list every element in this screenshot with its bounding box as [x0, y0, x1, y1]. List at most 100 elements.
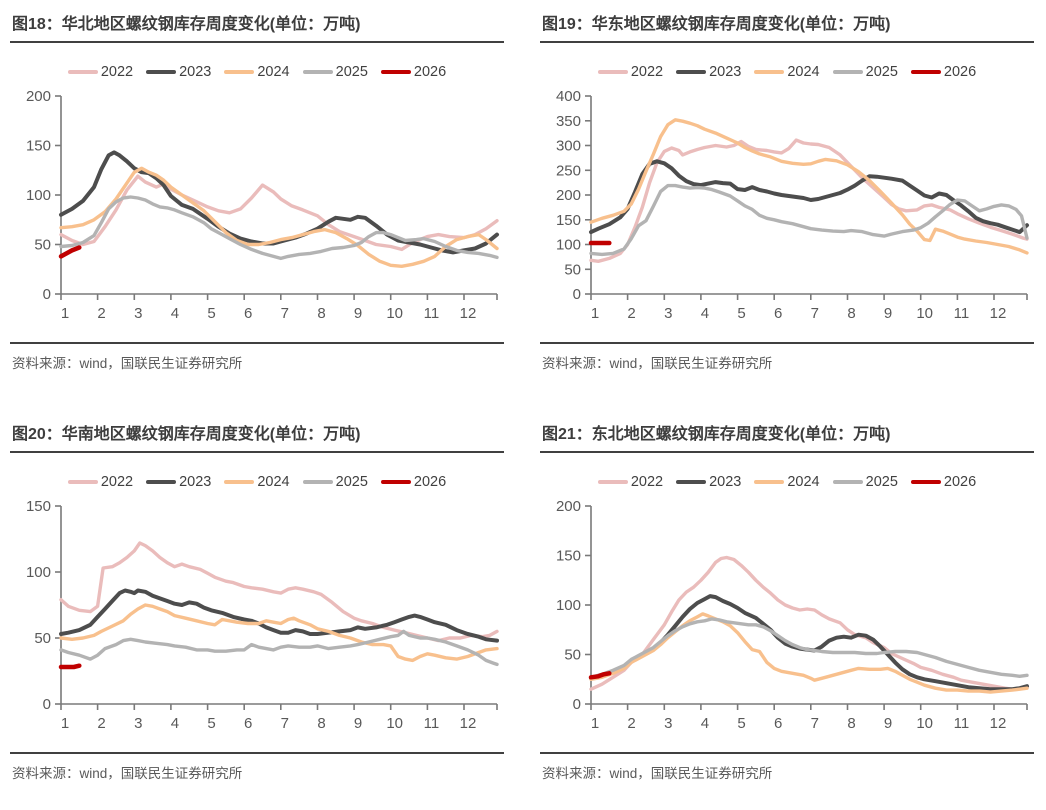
chart-title: 图18：华北地区螺纹钢库存周度变化(单位：万吨)	[10, 4, 504, 43]
legend-item-2026: 2026	[380, 64, 447, 80]
legend-swatch-2024	[754, 70, 785, 74]
legend-item-2025: 2025	[302, 64, 368, 80]
legend-label: 2026	[943, 474, 977, 490]
chart-panel-east-china: 图19：华东地区螺纹钢库存周度变化(单位：万吨) 2022 2023 2024 202…	[540, 4, 1034, 372]
x-tick-label: 5	[737, 715, 745, 732]
legend-label: 2025	[865, 64, 898, 80]
chart-panel-south-china: 图20：华南地区螺纹钢库存周度变化(单位：万吨) 2022 2023 2024 202…	[10, 414, 504, 782]
x-tick-label: 10	[386, 305, 403, 322]
legend-item-2022: 2022	[67, 474, 134, 490]
x-tick-label: 4	[701, 305, 709, 322]
legend-swatch-2022	[67, 70, 98, 74]
x-tick-label: 10	[386, 715, 403, 732]
x-tick-label: 10	[916, 715, 933, 732]
legend-label: 2024	[787, 64, 820, 80]
chart-legend: 2022 2023 2024 2025 2026	[10, 64, 504, 80]
x-tick-label: 8	[317, 305, 325, 322]
series-line-2026	[58, 245, 82, 259]
legend-item-2025: 2025	[832, 64, 898, 80]
legend-item-2025: 2025	[302, 474, 368, 490]
x-tick-label: 7	[281, 305, 289, 322]
legend-label: 2024	[787, 474, 820, 490]
legend-item-2022: 2022	[67, 64, 133, 80]
y-tick-label: 100	[556, 237, 581, 254]
y-tick-label: 250	[556, 162, 581, 179]
y-tick-label: 100	[26, 564, 51, 581]
x-tick-label: 7	[811, 715, 819, 732]
legend-swatch-2024	[224, 70, 255, 74]
x-tick-label: 1	[591, 715, 599, 732]
y-tick-label: 150	[556, 212, 581, 229]
legend-swatch-2022	[67, 480, 98, 484]
series-line-2023	[59, 588, 499, 643]
legend-item-2026: 2026	[380, 474, 447, 490]
series-line-2025	[589, 617, 1029, 680]
x-tick-label: 8	[317, 715, 325, 732]
x-tick-label: 5	[207, 715, 215, 732]
chart-panel-north-china: 图18：华北地区螺纹钢库存周度变化(单位：万吨) 2022 2023 2024 202…	[10, 4, 504, 372]
legend-item-2024: 2024	[224, 64, 290, 80]
x-tick-label: 6	[244, 715, 252, 732]
x-tick-label: 11	[424, 715, 440, 732]
legend-item-2024: 2024	[754, 474, 820, 490]
y-tick-label: 50	[564, 261, 581, 278]
y-tick-label: 50	[34, 237, 51, 254]
y-tick-label: 150	[26, 138, 51, 155]
legend-swatch-2022	[597, 70, 628, 74]
chart-legend: 2022 2023 2024 2025 2026	[10, 474, 504, 490]
y-tick-label: 50	[564, 647, 581, 664]
legend-item-2023: 2023	[676, 474, 741, 490]
chart-legend: 2022 2023 2024 2025 2026	[540, 64, 1034, 80]
source-note: 资料来源：wind，国联民生证券研究所	[540, 752, 1034, 782]
legend-item-2024: 2024	[224, 474, 290, 490]
x-tick-label: 9	[884, 305, 892, 322]
chart-panel-northeast-china: 图21：东北地区螺纹钢库存周度变化(单位：万吨) 2022 2023 2024 202…	[540, 414, 1034, 782]
legend-label: 2025	[335, 474, 368, 490]
legend-label: 2024	[257, 64, 290, 80]
legend-swatch-2025	[302, 480, 333, 484]
series-line-2025	[59, 195, 499, 261]
y-tick-label: 200	[26, 88, 51, 105]
legend-swatch-2023	[146, 70, 177, 74]
x-tick-label: 8	[847, 715, 855, 732]
y-tick-label: 0	[573, 286, 581, 303]
x-tick-label: 3	[134, 305, 142, 322]
legend-label: 2024	[257, 474, 290, 490]
x-tick-label: 7	[811, 305, 819, 322]
legend-label: 2022	[100, 474, 134, 490]
y-tick-label: 50	[34, 630, 51, 647]
x-tick-label: 11	[954, 305, 970, 322]
legend-label: 2026	[413, 64, 447, 80]
legend-item-2023: 2023	[676, 64, 741, 80]
y-tick-label: 100	[26, 187, 51, 204]
legend-swatch-2022	[597, 480, 628, 484]
x-tick-label: 5	[207, 305, 215, 322]
legend-swatch-2024	[754, 480, 785, 484]
legend-item-2022: 2022	[597, 474, 663, 490]
y-tick-label: 300	[556, 138, 581, 155]
legend-swatch-2026	[910, 480, 941, 484]
series-line-2025	[59, 629, 499, 667]
y-tick-label: 200	[556, 498, 581, 515]
y-tick-label: 150	[26, 498, 51, 515]
legend-label: 2022	[630, 64, 664, 80]
x-tick-label: 11	[954, 715, 970, 732]
legend-label: 2026	[413, 474, 447, 490]
series-line-2024	[59, 166, 499, 269]
legend-label: 2026	[943, 64, 977, 80]
x-tick-label: 1	[591, 305, 599, 322]
legend-swatch-2023	[676, 70, 707, 74]
x-tick-label: 4	[171, 715, 179, 732]
x-tick-label: 7	[281, 715, 289, 732]
y-tick-label: 400	[556, 88, 581, 105]
legend-swatch-2026	[380, 480, 411, 484]
x-tick-label: 2	[97, 715, 105, 732]
x-tick-label: 12	[460, 715, 477, 732]
x-tick-label: 2	[97, 305, 105, 322]
legend-swatch-2026	[380, 70, 411, 74]
x-tick-label: 1	[61, 715, 69, 732]
chart-title: 图20：华南地区螺纹钢库存周度变化(单位：万吨)	[10, 414, 504, 453]
source-note: 资料来源：wind，国联民生证券研究所	[10, 752, 504, 782]
